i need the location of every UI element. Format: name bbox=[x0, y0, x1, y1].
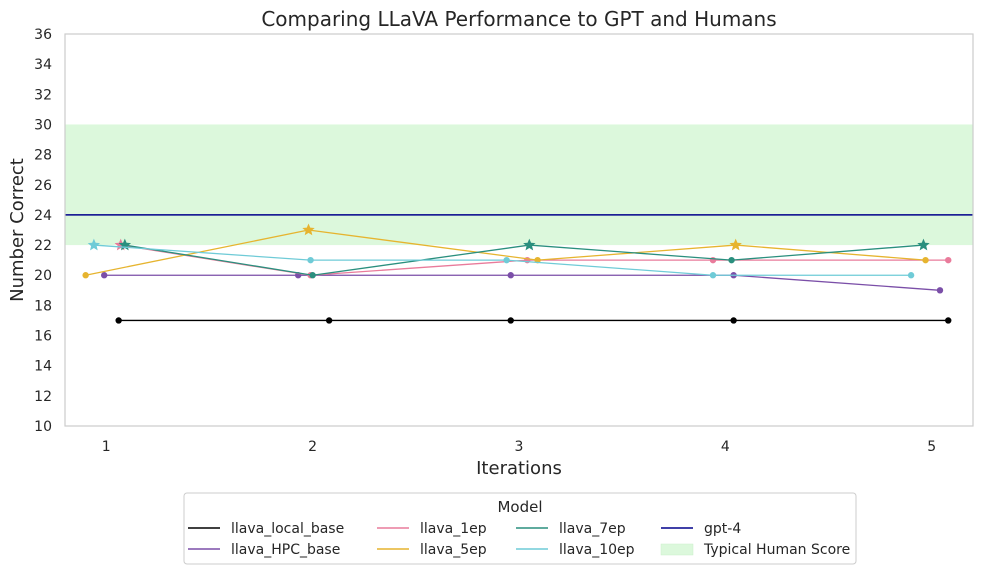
legend-item-llava_HPC_base: llava_HPC_base bbox=[188, 542, 340, 558]
x-axis-title: Iterations bbox=[476, 458, 562, 479]
data-point bbox=[709, 256, 717, 264]
legend-item-gpt-4: gpt-4 bbox=[661, 521, 741, 537]
y-tick-label: 20 bbox=[34, 268, 52, 284]
x-tick-label: 4 bbox=[721, 439, 730, 455]
legend-item-llava_1ep: llava_1ep bbox=[377, 521, 487, 537]
x-tick-label: 2 bbox=[308, 439, 317, 455]
legend-label: llava_10ep bbox=[559, 542, 635, 558]
x-tick-label: 5 bbox=[927, 439, 936, 455]
data-point bbox=[907, 272, 915, 279]
y-axis-title: Number Correct bbox=[7, 158, 28, 302]
legend-label: Typical Human Score bbox=[703, 542, 850, 558]
data-point bbox=[307, 256, 314, 264]
data-point bbox=[922, 256, 929, 264]
data-point-star bbox=[917, 238, 930, 251]
data-point-star bbox=[302, 223, 315, 236]
legend-title: Model bbox=[497, 498, 542, 516]
data-point bbox=[82, 272, 89, 279]
legend-label: llava_local_base bbox=[231, 521, 344, 537]
series-llava_10ep bbox=[87, 238, 915, 279]
legend-item-llava_10ep: llava_10ep bbox=[516, 542, 635, 558]
legend-label: llava_7ep bbox=[559, 521, 626, 537]
data-point bbox=[728, 256, 735, 264]
legend-label: gpt-4 bbox=[704, 521, 741, 537]
x-tick-label: 3 bbox=[515, 439, 524, 455]
data-point bbox=[115, 317, 122, 324]
data-point bbox=[507, 317, 514, 324]
y-tick-label: 10 bbox=[34, 419, 52, 435]
data-point bbox=[503, 256, 510, 264]
data-point bbox=[309, 272, 316, 279]
y-tick-label: 14 bbox=[34, 359, 52, 375]
data-point bbox=[945, 317, 952, 324]
data-point bbox=[730, 317, 737, 324]
y-tick-label: 34 bbox=[34, 57, 52, 73]
data-point bbox=[507, 272, 514, 279]
data-point bbox=[101, 272, 108, 279]
plot-frame bbox=[64, 33, 974, 427]
data-point bbox=[945, 256, 952, 264]
y-tick-label: 26 bbox=[34, 178, 52, 194]
x-tick-label: 1 bbox=[102, 439, 111, 455]
legend-swatch bbox=[660, 543, 694, 556]
legend-label: llava_1ep bbox=[420, 521, 487, 537]
series-line-llava_HPC_base bbox=[104, 274, 941, 291]
data-point bbox=[709, 272, 717, 279]
data-point-star bbox=[729, 238, 742, 251]
data-point bbox=[936, 287, 944, 294]
legend-label: llava_5ep bbox=[420, 542, 487, 558]
legend-item-llava_local_base: llava_local_base bbox=[188, 521, 344, 537]
human-score-band bbox=[65, 124, 973, 246]
legend-item-llava_5ep: llava_5ep bbox=[377, 542, 487, 558]
series-llava_5ep bbox=[82, 223, 929, 279]
y-tick-label: 36 bbox=[34, 27, 52, 43]
chart-title: Comparing LLaVA Performance to GPT and H… bbox=[261, 7, 776, 31]
series-llava_local_base bbox=[115, 317, 952, 324]
legend-item-llava_7ep: llava_7ep bbox=[516, 521, 626, 537]
y-tick-label: 18 bbox=[34, 298, 52, 314]
legend: Model llava_local_base llava_HPC_base llav… bbox=[183, 492, 857, 565]
y-tick-label: 30 bbox=[34, 117, 52, 133]
y-tick-label: 24 bbox=[34, 208, 52, 224]
legend-item-Typical Human Score: Typical Human Score bbox=[660, 542, 850, 558]
data-point-star bbox=[87, 238, 101, 251]
y-tick-label: 28 bbox=[34, 148, 52, 164]
y-tick-label: 12 bbox=[34, 389, 52, 405]
y-tick-label: 22 bbox=[34, 238, 52, 254]
data-point bbox=[325, 317, 333, 324]
legend-label: llava_HPC_base bbox=[231, 542, 340, 558]
y-tick-label: 32 bbox=[34, 87, 52, 103]
data-point-star bbox=[523, 238, 536, 251]
y-tick-label: 16 bbox=[34, 329, 52, 345]
